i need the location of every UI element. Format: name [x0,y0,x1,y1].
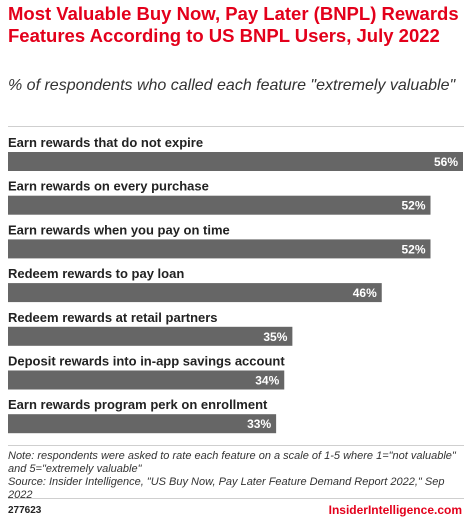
category-label: Redeem rewards at retail partners [8,310,218,325]
footnote: Note: respondents were asked to rate eac… [8,450,463,502]
value-label: 56% [434,155,458,169]
bar [8,370,285,390]
bar [8,414,277,434]
bar [8,195,431,215]
footer-divider [8,498,464,499]
category-label: Earn rewards that do not expire [8,135,203,150]
bottom-divider [8,445,464,446]
top-divider [8,126,464,127]
bar [8,283,382,303]
chart-subtitle: % of respondents who called each feature… [8,77,456,94]
chart-id: 277623 [8,505,42,516]
value-label: 52% [401,199,425,213]
bar [8,239,431,259]
footnote-note: Note: respondents were asked to rate eac… [8,450,456,475]
value-label: 34% [255,374,279,388]
brand-logo-text: InsiderIntelligence.com [328,503,462,517]
bar-chart: Earn rewards that do not expire 56% Earn r… [8,135,463,434]
category-label: Earn rewards program perk on enrollment [8,397,268,412]
category-label: Earn rewards when you pay on time [8,222,230,237]
bar [8,326,293,346]
bar [8,152,463,171]
value-label: 35% [263,330,287,344]
value-label: 33% [247,417,271,431]
category-label: Earn rewards on every purchase [8,179,209,194]
value-label: 52% [401,242,425,256]
category-label: Deposit rewards into in-app savings acco… [8,354,285,369]
value-label: 46% [353,286,377,300]
chart-title: Most Valuable Buy Now, Pay Later (BNPL) … [8,3,459,46]
category-label: Redeem rewards to pay loan [8,266,184,281]
